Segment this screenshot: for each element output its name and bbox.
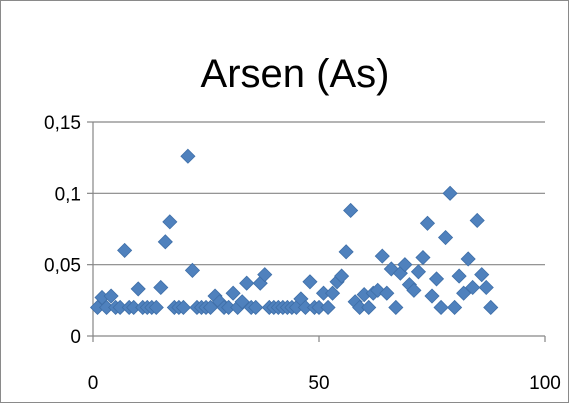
- data-point-0-56: [343, 202, 359, 219]
- data-point-0-71: [410, 264, 427, 280]
- x-tick-label-2: 100: [529, 373, 561, 394]
- tick-labels: 0 0,05 0,1 0,15 0 50 100: [44, 113, 561, 394]
- data-point-0-86: [478, 279, 494, 296]
- axes: [87, 121, 546, 342]
- data-point-0-16: [162, 214, 178, 230]
- y-tick-label-0: 0: [70, 327, 81, 348]
- data-point-0-82: [460, 251, 476, 267]
- data-point-0-63: [374, 248, 390, 264]
- data-point-0-15: [157, 234, 173, 250]
- data-point-0-9: [130, 281, 146, 297]
- data-point-0-35: [248, 299, 264, 316]
- data-point-0-52: [324, 285, 341, 301]
- data-point-0-47: [302, 274, 318, 290]
- y-tick-label-3: 0,15: [44, 113, 81, 134]
- y-tick-label-1: 0,05: [44, 256, 81, 277]
- data-point-0-83: [465, 279, 481, 296]
- data-point-0-25: [202, 299, 219, 316]
- data-point-0-19: [175, 299, 191, 316]
- data-point-0-21: [184, 262, 201, 278]
- data-point-0-77: [437, 229, 454, 246]
- data-point-0-73: [419, 215, 436, 231]
- data-point-0-13: [148, 299, 164, 316]
- data-point-0-64: [379, 285, 395, 301]
- data-point-0-32: [234, 294, 250, 310]
- x-tick-label-0: 0: [88, 373, 99, 394]
- y-tick-label-2: 0,1: [55, 184, 81, 205]
- data-point-0-37: [257, 267, 273, 283]
- data-point-0-6: [117, 242, 133, 258]
- data-point-0-84: [469, 212, 485, 229]
- data-point-0-74: [424, 288, 440, 304]
- data-point-0-62: [370, 282, 386, 298]
- x-tick-label-1: 50: [308, 373, 329, 394]
- data-point-0-3: [103, 288, 119, 304]
- data-point-0-79: [447, 299, 463, 316]
- data-point-0-78: [442, 185, 458, 201]
- data-point-0-76: [433, 299, 449, 316]
- data-point-0-80: [451, 268, 467, 284]
- data-points: [89, 148, 499, 316]
- data-point-0-72: [415, 249, 431, 266]
- data-point-0-81: [456, 285, 472, 301]
- data-point-0-51: [320, 299, 336, 316]
- data-point-0-54: [334, 268, 350, 284]
- data-point-0-66: [388, 299, 404, 316]
- data-point-0-68: [397, 257, 413, 273]
- data-point-0-14: [153, 279, 169, 296]
- data-point-0-87: [483, 299, 499, 316]
- data-point-0-60: [361, 299, 377, 316]
- data-point-0-30: [225, 285, 241, 301]
- data-point-0-55: [338, 244, 354, 260]
- data-point-0-33: [239, 275, 255, 291]
- data-point-0-65: [383, 261, 399, 277]
- data-point-0-75: [428, 271, 445, 287]
- data-point-0-70: [406, 282, 422, 298]
- data-point-0-85: [474, 267, 490, 283]
- data-point-0-20: [180, 148, 196, 164]
- chart-title: Arsen (As): [201, 52, 390, 96]
